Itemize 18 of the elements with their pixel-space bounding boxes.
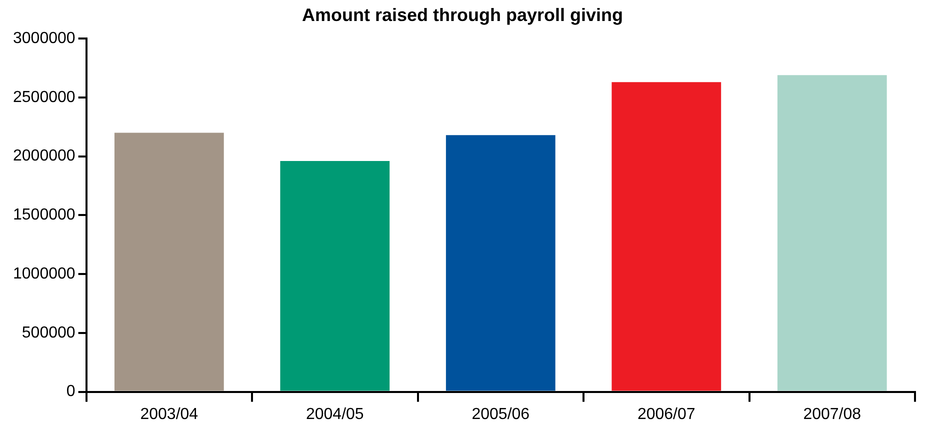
bar [280, 161, 390, 391]
bar [446, 135, 556, 391]
x-tick-label: 2006/07 [637, 406, 696, 423]
x-tick-label: 2003/04 [140, 406, 198, 423]
y-tick-label: 3000000 [12, 30, 76, 48]
y-tick-label: 500000 [22, 324, 76, 342]
x-tick-label: 2007/08 [803, 406, 862, 423]
y-tick-label: 2500000 [12, 88, 76, 106]
chart-title: Amount raised through payroll giving [302, 4, 624, 25]
bar [777, 75, 887, 391]
x-tick-label: 2004/05 [306, 406, 364, 423]
y-tick-label: 2000000 [12, 148, 76, 165]
bar [612, 82, 722, 391]
y-tick-label: 1000000 [12, 265, 76, 282]
bar [114, 132, 224, 391]
y-tick-label: 0 [66, 383, 76, 400]
y-tick-label: 1500000 [12, 206, 76, 224]
x-tick-label: 2005/06 [472, 406, 530, 423]
